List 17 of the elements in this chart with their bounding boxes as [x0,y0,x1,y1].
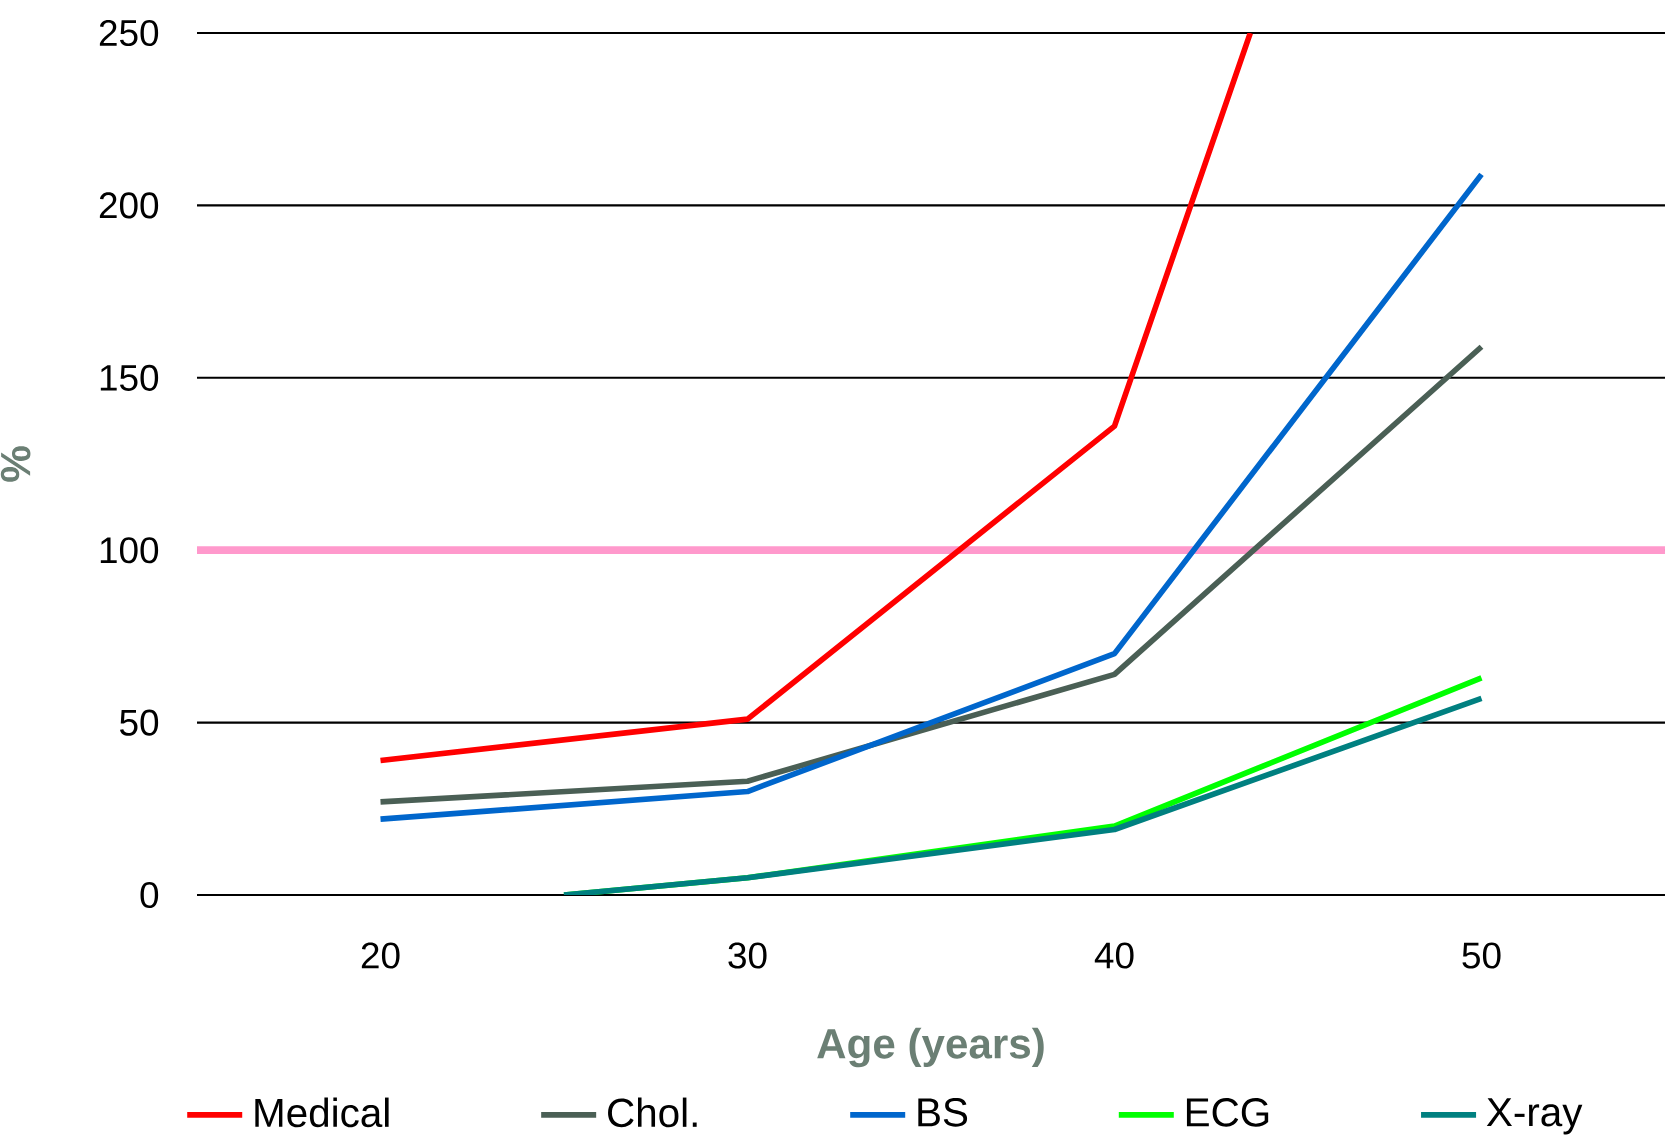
legend-label: Medical [255,1097,389,1128]
x-tick-label: 20 [361,942,400,969]
y-tick-label: 200 [99,192,159,219]
legend-label: X-ray [1486,1098,1583,1135]
x-axis-title: Age (years) [817,1027,1044,1068]
y-tick-label: 100 [100,537,159,564]
y-tick-label: 250 [99,19,159,47]
x-tick-label: 50 [1462,942,1501,969]
legend-label: ECG [1186,1098,1269,1127]
y-tick-label: 0 [140,881,159,909]
y-tick-label: 50 [120,709,159,736]
y-axis-title: % [0,446,31,482]
legend-label: Chol. [608,1097,697,1128]
x-tick-label: 30 [728,942,767,969]
x-tick-label: 40 [1094,942,1134,969]
legend-label: BS [918,1098,968,1127]
y-tick-label: 150 [100,364,159,391]
